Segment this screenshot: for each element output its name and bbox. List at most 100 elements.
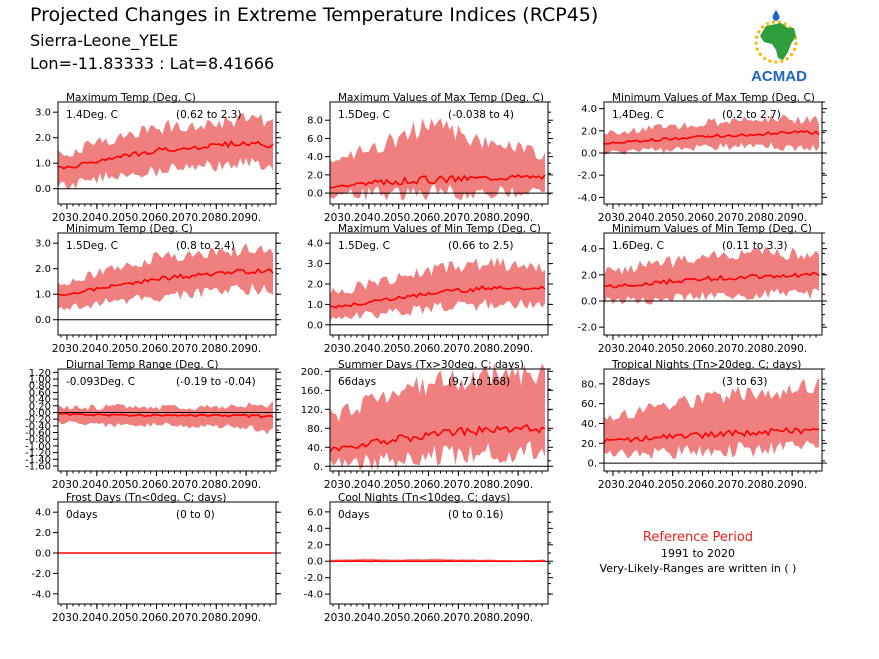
reference-legend: Reference Period 1991 to 2020 Very-Likel… <box>580 530 816 575</box>
x-tick-label: 2040. <box>82 212 112 224</box>
reference-title: Reference Period <box>642 530 754 545</box>
y-tick-label: 0.0 <box>35 315 51 326</box>
y-tick-label: -4.0 <box>577 193 597 204</box>
y-tick-label: 0.0 <box>581 149 597 160</box>
reference-note: Very-Likely-Ranges are written in ( ) <box>599 562 797 575</box>
header: Projected Changes in Extreme Temperature… <box>0 0 879 90</box>
x-tick-label: 2050. <box>112 212 142 224</box>
y-tick-label: 1.0 <box>35 159 51 170</box>
y-tick-label: -1.20 <box>25 448 51 459</box>
x-tick-label: 2080. <box>747 343 777 355</box>
x-tick-label: 2050. <box>112 612 142 624</box>
y-tick-label: 2.0 <box>35 528 51 539</box>
range-band <box>330 118 545 201</box>
y-tick-label: -2.0 <box>577 171 597 182</box>
x-tick-label: 2050. <box>112 343 142 355</box>
x-tick-label: 2050. <box>658 479 688 491</box>
x-tick-label: 2050. <box>112 479 142 491</box>
x-tick-label: 2060. <box>142 212 172 224</box>
range-label: (0.66 to 2.5) <box>448 240 514 252</box>
value-label: 1.4Deg. C <box>66 109 118 121</box>
y-tick-label: 6.0 <box>307 134 323 145</box>
range-label: (0.2 to 2.7) <box>722 109 781 121</box>
y-tick-label: 2.0 <box>307 280 323 291</box>
chart-panel: 200. 160. 120. 80. 40. 0.2030. 2040. 2050. 2060.… <box>301 359 553 491</box>
y-tick-label: 60. <box>581 399 597 410</box>
x-tick-label: 2060. <box>414 612 444 624</box>
chart-title: Cool Nights (Tn<10deg. C; days) <box>338 492 510 504</box>
chart-panel: 3.0 2.0 1.0 0.0 2030. 2040. 2050. 2060. 2070. 208… <box>35 223 281 355</box>
x-tick-label: 2030. <box>324 343 354 355</box>
y-tick-label: 6.0 <box>307 507 323 518</box>
x-tick-label: 2030. <box>52 343 82 355</box>
y-tick-label: 2.0 <box>307 540 323 551</box>
y-tick-label: 4.0 <box>307 239 323 250</box>
x-tick-label: 2060. <box>688 343 718 355</box>
y-tick-label: 2.0 <box>581 270 597 281</box>
value-label: 1.6Deg. C <box>612 240 664 252</box>
chart-panel: 4.0 3.0 2.0 1.0 0.0 2030. 2040. 2050. 2060. 2070.… <box>307 223 553 355</box>
y-tick-label: 1.0 <box>35 290 51 301</box>
y-tick-label: -4.0 <box>303 590 323 601</box>
range-label: (0 to 0.16) <box>448 509 503 521</box>
x-tick-label: 2090. <box>503 343 533 355</box>
range-label: (0.62 to 2.3) <box>176 109 242 121</box>
mean-line <box>603 130 820 145</box>
value-label: 1.5Deg. C <box>338 109 390 121</box>
x-tick-label: 2080. <box>473 479 503 491</box>
y-tick-label: 2.0 <box>35 264 51 275</box>
range-band <box>330 257 545 322</box>
y-tick-label: 0.0 <box>35 184 51 195</box>
value-label: 66days <box>338 376 376 388</box>
x-tick-label: 2090. <box>503 612 533 624</box>
x-tick-label: 2040. <box>628 343 658 355</box>
y-tick-label: 8.0 <box>307 116 323 127</box>
y-tick-label: -2.0 <box>577 323 597 334</box>
x-tick-label: 2030. <box>598 479 628 491</box>
x-tick-label: 2070. <box>717 343 747 355</box>
x-tick-label: 2060. <box>414 212 444 224</box>
value-label: -0.093Deg. C <box>66 376 135 388</box>
x-tick-label: 2090. <box>777 212 807 224</box>
x-tick-label: 2080. <box>473 612 503 624</box>
mean-line <box>603 426 820 444</box>
value-label: 0days <box>66 509 97 521</box>
chart-title: Maximum Values of Min Temp (Deg. C) <box>338 223 541 235</box>
range-band <box>604 114 819 155</box>
y-tick-label: 0.0 <box>307 189 323 200</box>
mean-line <box>603 271 820 289</box>
chart-title: Maximum Values of Max Temp (Deg. C) <box>338 92 544 104</box>
range-band <box>604 377 819 460</box>
range-band <box>330 362 545 471</box>
chart-title: Minimum Values of Max Temp (Deg. C) <box>612 92 815 104</box>
chart-title: Maximum Temp (Deg. C) <box>66 92 196 104</box>
y-tick-label: 0.20 <box>29 401 51 412</box>
x-tick-label: 2060. <box>414 343 444 355</box>
x-tick-label: 2090. <box>231 212 261 224</box>
y-tick-label: -0.20 <box>25 415 51 426</box>
x-tick-label: 2050. <box>658 212 688 224</box>
y-tick-label: 0.0 <box>581 297 597 308</box>
y-tick-label: 0. <box>313 462 323 473</box>
x-tick-label: 2050. <box>384 343 414 355</box>
range-label: (-0.19 to -0.04) <box>176 376 256 388</box>
y-tick-label: 20. <box>581 439 597 450</box>
x-tick-label: 2050. <box>384 479 414 491</box>
x-tick-label: 2070. <box>443 343 473 355</box>
chart-panel: 8.0 6.0 4.0 2.0 0.0 2030. 2040. 2050. 2060. 2070.… <box>307 92 553 224</box>
main-title: Projected Changes in Extreme Temperature… <box>30 4 599 26</box>
value-label: 0days <box>338 509 369 521</box>
range-band <box>604 246 819 306</box>
x-tick-label: 2070. <box>171 612 201 624</box>
y-tick-label: -4.0 <box>31 589 51 600</box>
y-tick-label: 2.0 <box>307 170 323 181</box>
y-tick-label: 0.80 <box>29 381 51 392</box>
y-tick-label: 0.60 <box>29 388 51 399</box>
value-label: 1.5Deg. C <box>66 240 118 252</box>
mean-line <box>329 423 546 453</box>
range-label: (-0.038 to 4) <box>448 109 514 121</box>
water-drop-icon <box>772 10 780 21</box>
